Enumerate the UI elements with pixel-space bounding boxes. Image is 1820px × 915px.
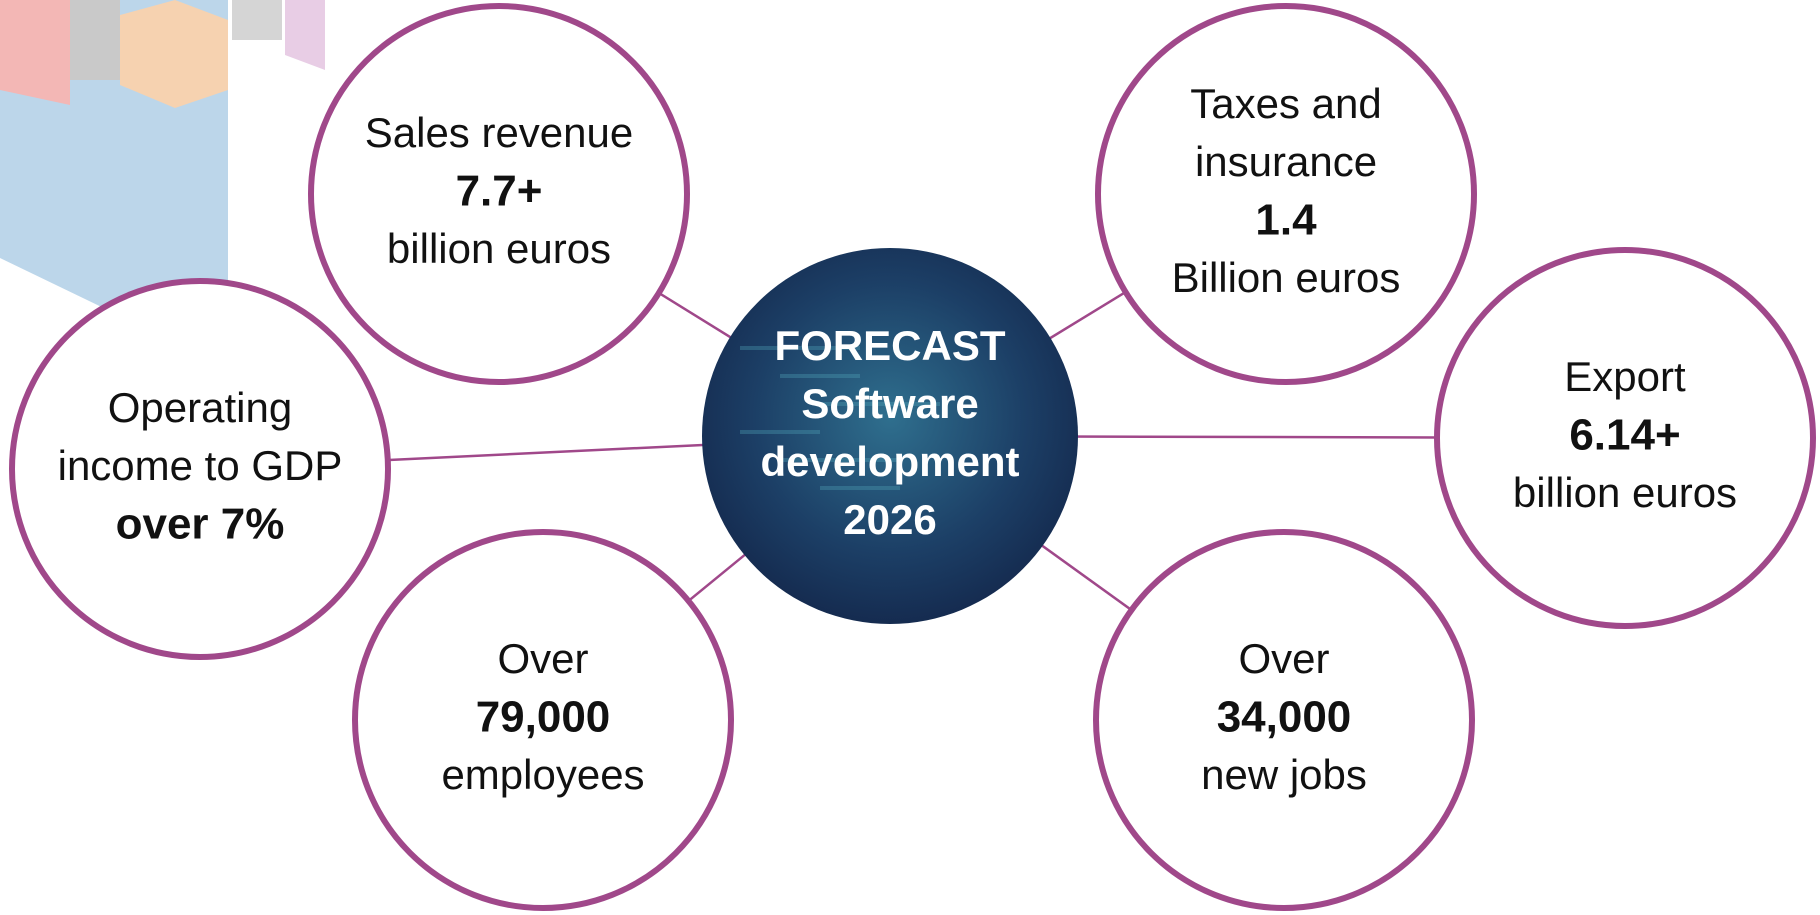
- node-circle: [1093, 529, 1475, 911]
- node-value: 6.14+: [1569, 411, 1680, 460]
- bg-cube: [120, 0, 228, 108]
- code-line: [780, 458, 900, 462]
- node-label: Operating: [108, 384, 292, 431]
- node-value: 1.4: [1255, 196, 1317, 245]
- node: Sales revenue 7.7+ billion euros: [308, 3, 690, 385]
- node-unit: new jobs: [1201, 751, 1367, 798]
- node-label: Over: [497, 635, 588, 682]
- node: Over 34,000 new jobs: [1093, 529, 1475, 911]
- code-line: [740, 430, 820, 434]
- node-label: Over: [1238, 635, 1329, 682]
- node-label: Taxes and: [1190, 80, 1381, 127]
- node-value: over 7%: [116, 500, 285, 549]
- node-unit: employees: [441, 751, 644, 798]
- node-label: income to GDP: [58, 442, 343, 489]
- node: Over 79,000 employees: [352, 529, 734, 911]
- nodes: Sales revenue 7.7+ billion euros Taxes and i…: [9, 3, 1816, 911]
- node-circle: [1434, 247, 1816, 629]
- node-label: insurance: [1195, 138, 1377, 185]
- node-unit: billion euros: [1513, 469, 1737, 516]
- center-text: 2026: [843, 496, 936, 543]
- bg-square: [285, 0, 325, 70]
- center-text: FORECAST: [775, 322, 1006, 369]
- code-line: [740, 346, 860, 350]
- bg-square: [0, 0, 70, 105]
- node-unit: Billion euros: [1172, 254, 1401, 301]
- node-value: 79,000: [476, 693, 611, 742]
- bg-image: [70, 0, 120, 80]
- node-value: 7.7+: [456, 167, 543, 216]
- node: Taxes and insurance 1.4 Billion euros: [1095, 3, 1477, 385]
- code-line: [780, 374, 860, 378]
- node-circle: [308, 3, 690, 385]
- center-circle: [702, 248, 1078, 624]
- code-line: [820, 486, 900, 490]
- node-value: 34,000: [1217, 693, 1352, 742]
- center-node: FORECAST Software development 2026: [702, 248, 1078, 624]
- center-text: development: [760, 438, 1019, 485]
- center-text: Software: [801, 380, 978, 427]
- node-circle: [9, 278, 391, 660]
- node-circle: [1095, 3, 1477, 385]
- decoration: [0, 0, 325, 368]
- node-label: Sales revenue: [365, 109, 634, 156]
- bg-image: [232, 0, 282, 40]
- node-circle: [352, 529, 734, 911]
- node: Export 6.14+ billion euros: [1434, 247, 1816, 629]
- node: Operating income to GDP over 7%: [9, 278, 391, 660]
- code-line: [820, 402, 940, 406]
- node-label: Export: [1564, 353, 1686, 400]
- node-unit: billion euros: [387, 225, 611, 272]
